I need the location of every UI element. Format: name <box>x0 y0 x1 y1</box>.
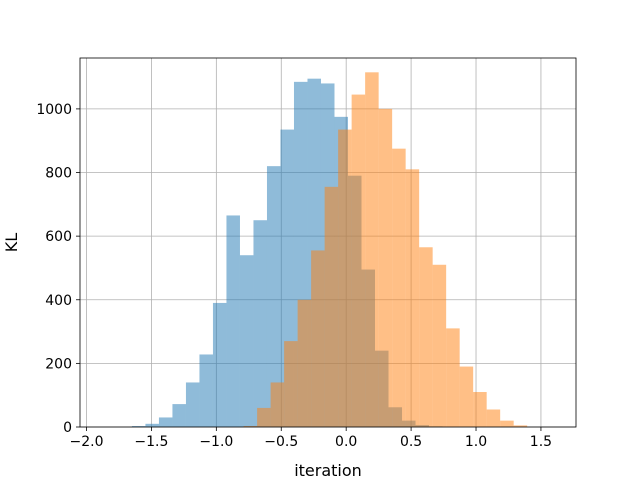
x-tick-label: −0.5 <box>264 434 298 450</box>
histogram-bar <box>378 108 393 428</box>
histogram-bar <box>419 247 433 427</box>
histogram-bar <box>270 382 285 427</box>
histogram-bar <box>405 169 420 427</box>
y-tick-label: 0 <box>63 420 72 436</box>
bars-layer <box>131 72 528 428</box>
y-tick-label: 200 <box>45 356 72 372</box>
histogram-bar <box>473 392 487 427</box>
histogram-bar <box>199 354 213 427</box>
histogram-bar <box>459 366 474 427</box>
y-tick-label: 400 <box>45 293 72 309</box>
histogram-bar <box>500 420 514 427</box>
x-tick-label: 0.0 <box>335 434 357 450</box>
x-tick-label: 1.5 <box>530 434 552 450</box>
histogram-bar <box>172 404 186 427</box>
histogram-bar <box>185 382 200 427</box>
histogram-bar <box>432 264 447 427</box>
y-tick-label: 1000 <box>36 102 72 118</box>
histogram-bar <box>243 426 258 427</box>
x-tick-label: 0.5 <box>400 434 422 450</box>
histogram-series-2 <box>243 72 528 428</box>
histogram-bar <box>486 409 501 427</box>
histogram-bar <box>338 129 352 427</box>
ticks-layer: −2.0 −1.5 −1.0 −0.5 0.0 0.5 1.0 1.5 0 200 400 600 80… <box>36 102 552 450</box>
histogram-bar <box>226 215 240 427</box>
x-tick-label: −1.0 <box>199 434 233 450</box>
x-tick-label: 1.0 <box>465 434 487 450</box>
histogram-bar <box>311 250 325 427</box>
histogram-bar <box>131 426 146 427</box>
histogram-bar <box>324 186 339 427</box>
y-tick-label: 800 <box>45 166 72 182</box>
plot-frame <box>79 57 577 428</box>
x-axis-label: iteration <box>294 461 362 480</box>
histogram-bar <box>145 423 159 427</box>
histogram-bar <box>284 341 298 427</box>
x-tick-label: −1.5 <box>134 434 168 450</box>
histogram-bar <box>212 302 227 427</box>
histogram-bar <box>253 220 267 427</box>
histogram-bar <box>392 148 406 427</box>
histogram-bar <box>297 299 312 427</box>
x-tick-label: −2.0 <box>69 434 103 450</box>
histogram-bar <box>351 94 366 427</box>
y-axis-label: KL <box>2 233 21 252</box>
y-tick-label: 600 <box>45 229 72 245</box>
histogram-bar <box>239 255 254 427</box>
histogram-bar <box>365 72 379 428</box>
histogram-bar <box>158 417 173 427</box>
histogram-bar <box>257 407 271 427</box>
histogram-bar <box>513 425 528 427</box>
histogram-bar <box>446 328 460 427</box>
histogram-bar <box>266 166 281 428</box>
